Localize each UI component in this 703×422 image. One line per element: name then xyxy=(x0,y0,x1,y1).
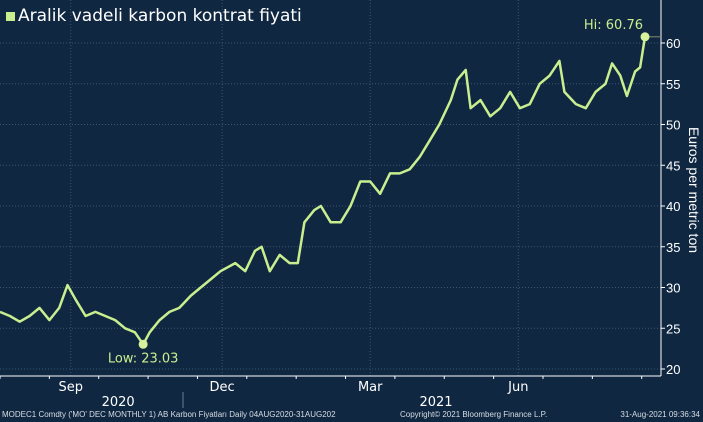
y-tick-label: 20 xyxy=(666,362,680,377)
low-label: Low: 23.03 xyxy=(108,351,179,366)
footer-source: MODEC1 Comdty ('MO' DEC MONTHLY 1) AB Ka… xyxy=(2,410,336,419)
y-tick-label: 55 xyxy=(666,77,680,92)
price-line xyxy=(0,36,647,346)
legend-swatch xyxy=(6,11,15,21)
y-tick-label: 40 xyxy=(666,199,680,214)
x-month-label: Jun xyxy=(507,380,528,395)
hi-marker xyxy=(640,32,650,42)
x-year-label: 2020 xyxy=(102,395,135,410)
y-tick-label: 45 xyxy=(666,158,680,173)
chart-title: Aralik vadeli karbon kontrat fiyati xyxy=(6,6,302,26)
footer-timestamp: 31-Aug-2021 09:36:34 xyxy=(620,410,700,419)
y-tick-label: 25 xyxy=(666,321,680,336)
chart-title-text: Aralik vadeli karbon kontrat fiyati xyxy=(18,6,302,26)
y-tick-label: 50 xyxy=(666,118,680,133)
y-tick-label: 30 xyxy=(666,281,680,296)
x-month-label: Sep xyxy=(58,380,83,395)
y-tick-label: 60 xyxy=(666,36,680,51)
low-marker xyxy=(138,339,148,349)
footer-copyright: Copyright© 2021 Bloomberg Finance L.P. xyxy=(400,410,548,419)
y-axis-label: Euros per metric ton xyxy=(686,127,702,253)
y-tick-label: 35 xyxy=(666,240,680,255)
hi-label: Hi: 60.76 xyxy=(584,18,643,33)
x-year-label: 2021 xyxy=(419,395,452,410)
x-month-label: Dec xyxy=(210,380,235,395)
x-month-label: Mar xyxy=(358,380,383,395)
